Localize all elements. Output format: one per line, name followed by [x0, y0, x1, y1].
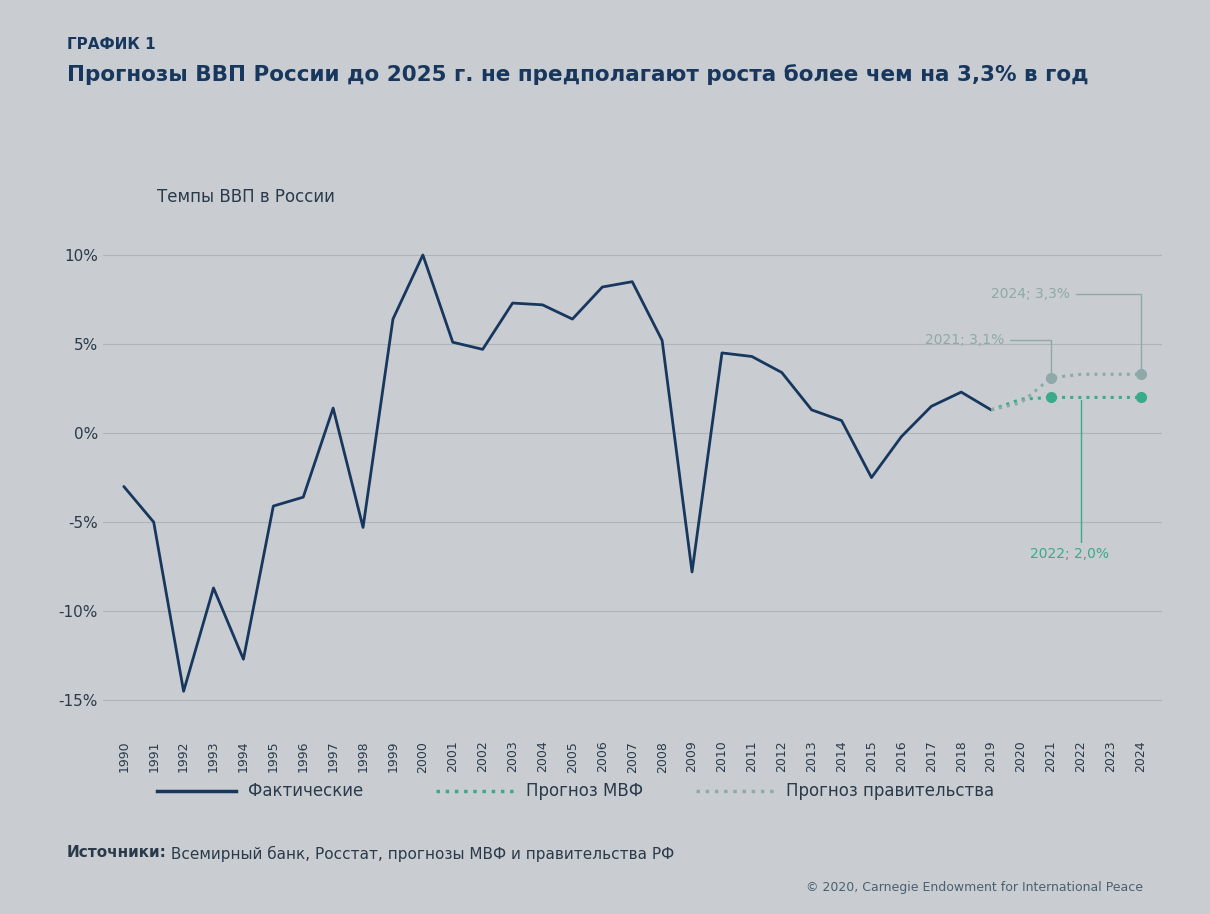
Text: 2024; 3,3%: 2024; 3,3% — [991, 287, 1141, 371]
Text: Прогноз правительства: Прогноз правительства — [786, 781, 995, 800]
Text: © 2020, Carnegie Endowment for International Peace: © 2020, Carnegie Endowment for Internati… — [806, 881, 1143, 894]
Text: 2022; 2,0%: 2022; 2,0% — [1030, 400, 1110, 561]
Text: Прогноз МВФ: Прогноз МВФ — [526, 781, 644, 800]
Text: 2021; 3,1%: 2021; 3,1% — [926, 334, 1051, 375]
Text: Прогнозы ВВП России до 2025 г. не предполагают роста более чем на 3,3% в год: Прогнозы ВВП России до 2025 г. не предпо… — [67, 64, 1088, 85]
Text: ГРАФИК 1: ГРАФИК 1 — [67, 37, 155, 51]
Text: Источники:: Источники: — [67, 845, 167, 860]
Text: Темпы ВВП в России: Темпы ВВП в России — [157, 187, 335, 206]
Text: Фактические: Фактические — [248, 781, 363, 800]
Text: Всемирный банк, Росстат, прогнозы МВФ и правительства РФ: Всемирный банк, Росстат, прогнозы МВФ и … — [166, 845, 674, 862]
